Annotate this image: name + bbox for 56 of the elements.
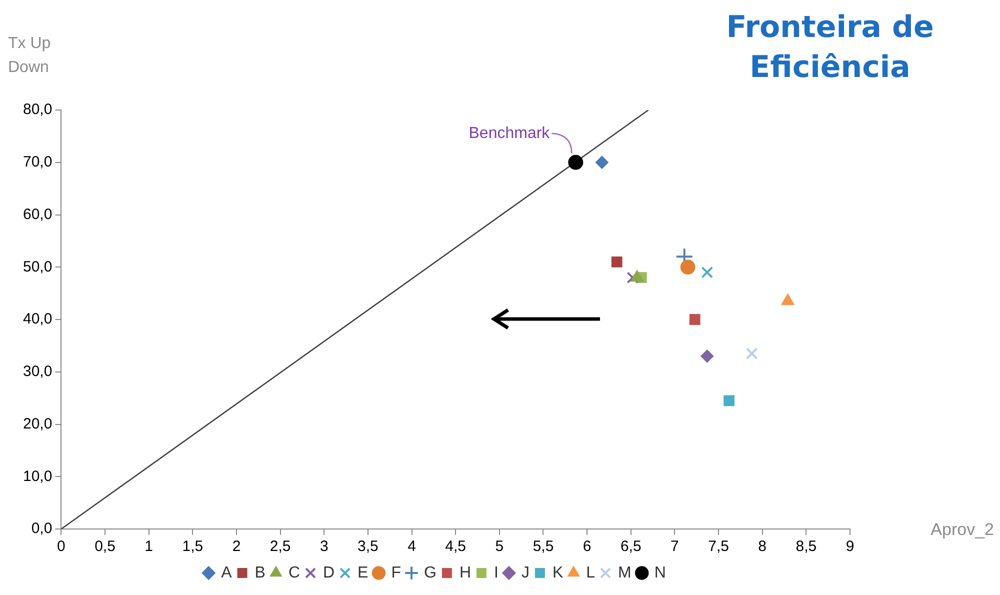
x-tick-label: 6 xyxy=(582,538,592,556)
legend-label: N xyxy=(654,564,666,582)
x-tick-label: 8 xyxy=(758,538,767,556)
x-tick-label: 3,5 xyxy=(358,538,378,556)
legend-label: H xyxy=(459,564,472,582)
x-tick-label: 9 xyxy=(846,538,854,556)
legend-label: E xyxy=(358,564,368,582)
legend-label: K xyxy=(552,564,564,582)
x-tick-label: 4 xyxy=(408,538,416,556)
annotation: Benchmark xyxy=(468,124,551,142)
x-tick-label: 0,5 xyxy=(94,538,116,556)
legend-label: C xyxy=(288,564,300,582)
y-tick-label: 40,0 xyxy=(22,310,52,328)
point xyxy=(680,260,696,275)
y-tick-label: 20,0 xyxy=(22,415,52,432)
point xyxy=(689,314,700,325)
y-tick-label: 60,0 xyxy=(22,206,52,223)
y-tick-label: 0,0 xyxy=(31,520,52,538)
x-tick-label: 3 xyxy=(320,538,328,556)
x-tick-label: 2 xyxy=(232,538,241,556)
point xyxy=(724,395,734,406)
chart-title: Fronteira de Eficiência xyxy=(725,9,935,87)
x-tick-label: 7,5 xyxy=(708,538,729,556)
y-tick-label: 30,0 xyxy=(22,363,52,380)
legend-label: L xyxy=(586,564,596,582)
legend-label: I xyxy=(494,564,498,582)
point xyxy=(568,154,584,170)
legend-label: F xyxy=(391,564,402,582)
legend-label: D xyxy=(323,564,335,582)
x-tick-label: 5 xyxy=(495,538,504,556)
y-tick-label: 70,0 xyxy=(22,154,52,171)
x-tick-label: 4,5 xyxy=(445,538,466,556)
y-tick-label: 80,0 xyxy=(22,101,52,118)
point xyxy=(746,348,758,360)
x-tick-label: 7 xyxy=(670,538,679,556)
point xyxy=(611,256,622,268)
legend-label: J xyxy=(521,564,530,582)
y-tick-label: 10,0 xyxy=(22,468,52,485)
point xyxy=(595,156,608,169)
x-tick-label: 2,5 xyxy=(270,538,291,556)
x-tick-label: 0 xyxy=(57,538,66,556)
x-tick-label: 5,5 xyxy=(532,538,554,556)
legend-label: M xyxy=(618,564,632,582)
x-tick-label: 1,5 xyxy=(182,538,204,556)
legend-label: B xyxy=(254,564,266,582)
point xyxy=(626,272,639,284)
point xyxy=(701,266,714,278)
legend-label: A xyxy=(221,564,232,582)
x-tick-label: 6,5 xyxy=(620,538,642,556)
y-tick-label: 50,0 xyxy=(22,258,52,276)
y-axis-title: Tx Up Down xyxy=(8,34,52,78)
legend-label: G xyxy=(424,564,436,582)
point xyxy=(700,350,714,363)
x-tick-label: 8,5 xyxy=(796,538,817,556)
x-tick-label: 1 xyxy=(144,538,154,556)
x-axis-title: Aprov_2 xyxy=(930,520,994,540)
